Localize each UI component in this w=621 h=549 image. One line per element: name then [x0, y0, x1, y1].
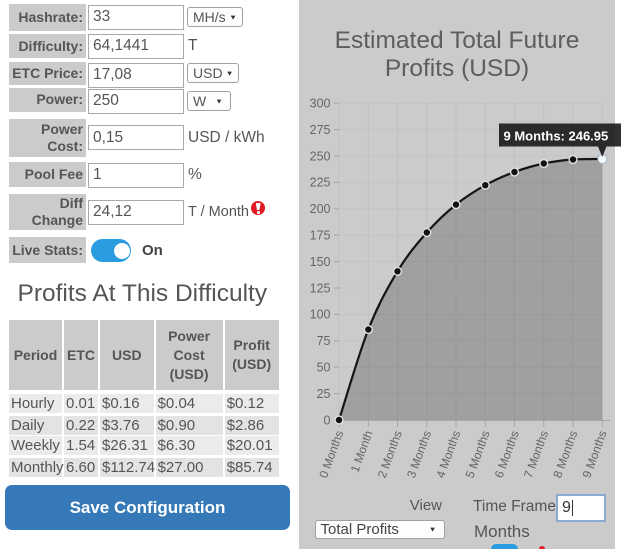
svg-text:0: 0 [324, 413, 331, 427]
svg-text:9 Months: 9 Months [580, 429, 610, 480]
svg-text:8 Months: 8 Months [550, 429, 580, 480]
svg-text:275: 275 [310, 123, 331, 137]
svg-text:3 Months: 3 Months [404, 429, 434, 480]
svg-text:5 Months: 5 Months [463, 429, 493, 480]
svg-text:200: 200 [310, 202, 331, 216]
svg-text:300: 300 [310, 97, 331, 111]
svg-text:7 Months: 7 Months [521, 429, 551, 480]
svg-text:175: 175 [310, 229, 331, 243]
svg-text:125: 125 [310, 281, 331, 295]
svg-text:250: 250 [310, 149, 331, 163]
svg-text:9 Months: 246.95: 9 Months: 246.95 [504, 129, 609, 144]
svg-text:225: 225 [310, 176, 331, 190]
svg-text:100: 100 [310, 308, 331, 322]
svg-text:6 Months: 6 Months [492, 429, 522, 480]
svg-text:150: 150 [310, 255, 331, 269]
svg-text:2 Months: 2 Months [375, 429, 405, 480]
svg-text:50: 50 [317, 361, 331, 375]
svg-text:75: 75 [317, 334, 331, 348]
svg-text:25: 25 [317, 387, 331, 401]
svg-text:4 Months: 4 Months [433, 429, 463, 480]
svg-text:1 Month: 1 Month [348, 429, 376, 475]
svg-text:0 Months: 0 Months [316, 429, 346, 480]
